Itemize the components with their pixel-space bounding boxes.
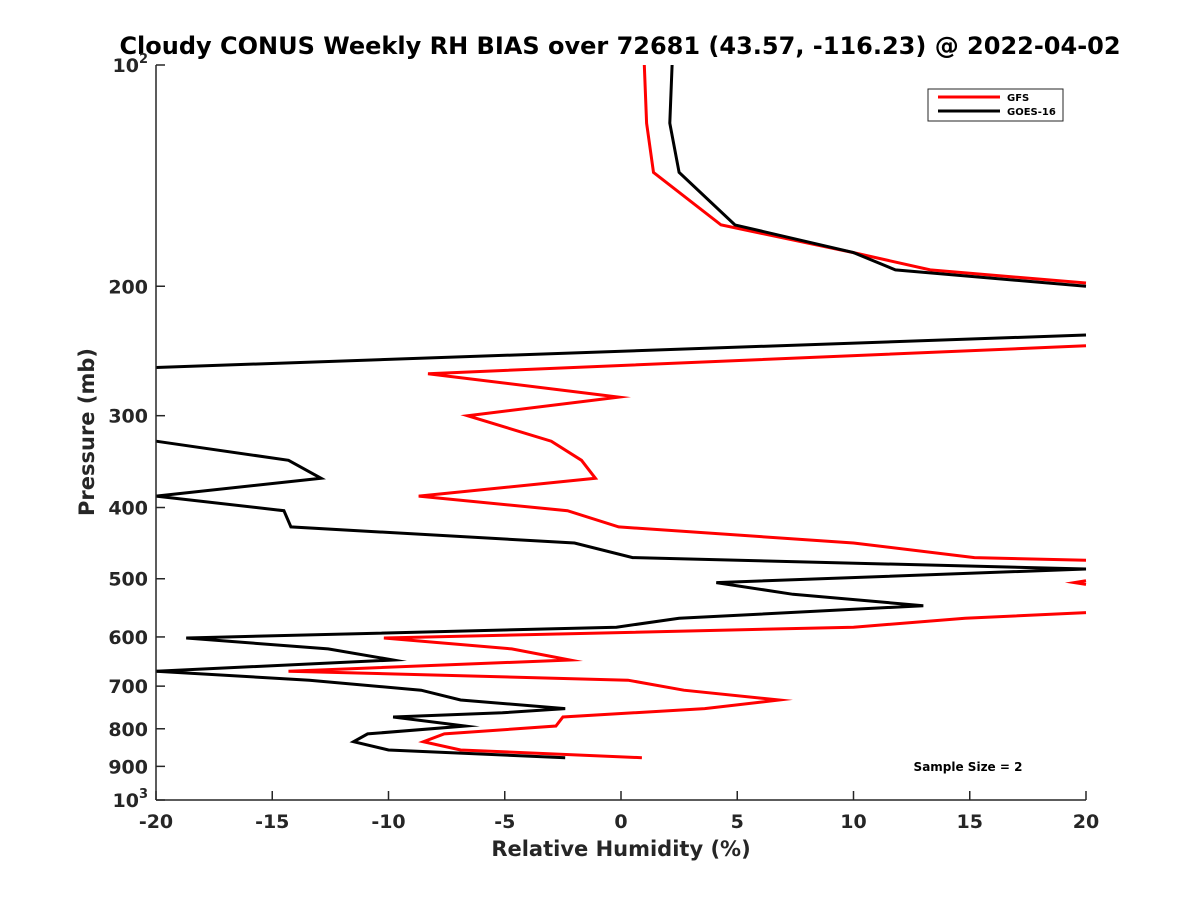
y-tick-label: 800: [108, 719, 148, 741]
series-gfs: [288, 64, 1087, 760]
y-tick-label: 200: [108, 276, 148, 298]
series-line-gfs-0: [642, 64, 1087, 285]
x-tick-label: 0: [614, 811, 627, 833]
legend: GFS GOES-16: [927, 88, 1064, 122]
legend-box: [927, 88, 1064, 122]
y-tick-label: 102: [113, 52, 149, 77]
series-line-goes-16-2: [155, 439, 326, 498]
x-tick-label: 15: [957, 811, 983, 833]
axes-layer: -20 -15 -10 -5 0 5 10 15 20 102 200 300 400 500 600 700…: [108, 52, 1099, 833]
series-line-goes-16-4: [155, 669, 566, 760]
x-tick-label: -20: [139, 811, 173, 833]
series-line-gfs-2: [1064, 579, 1087, 586]
series-layer: [155, 64, 1087, 760]
legend-label-gfs: GFS: [1007, 93, 1029, 104]
series-line-goes-16-0: [668, 64, 1087, 288]
y-tick-label: 400: [108, 498, 148, 520]
x-axis-label: Relative Humidity (%): [491, 837, 750, 861]
x-tick-label: 20: [1073, 811, 1099, 833]
y-tick-label: 700: [108, 676, 148, 698]
y-tick-label: 900: [108, 756, 148, 778]
plot-frame: [156, 65, 1086, 800]
y-tick-label: 300: [108, 406, 148, 428]
series-goes-16: [155, 64, 1087, 760]
y-tick-label: 600: [108, 627, 148, 649]
y-axis-label: Pressure (mb): [75, 348, 99, 516]
series-line-gfs-3: [288, 611, 1087, 760]
x-tick-label: 10: [840, 811, 866, 833]
series-line-goes-16-3: [155, 494, 1087, 673]
y-tick-label: 500: [108, 569, 148, 591]
series-line-goes-16-1: [155, 333, 1087, 369]
x-tick-label: -10: [371, 811, 405, 833]
sample-size-annotation: Sample Size = 2: [914, 760, 1023, 774]
y-tick-label: 103: [113, 787, 149, 812]
series-line-gfs-1: [418, 344, 1087, 562]
x-tick-label: 5: [731, 811, 744, 833]
legend-label-goes-16: GOES-16: [1007, 107, 1056, 118]
x-tick-label: -5: [494, 811, 515, 833]
x-tick-label: -15: [255, 811, 289, 833]
chart-title: Cloudy CONUS Weekly RH BIAS over 72681 (…: [119, 32, 1120, 60]
